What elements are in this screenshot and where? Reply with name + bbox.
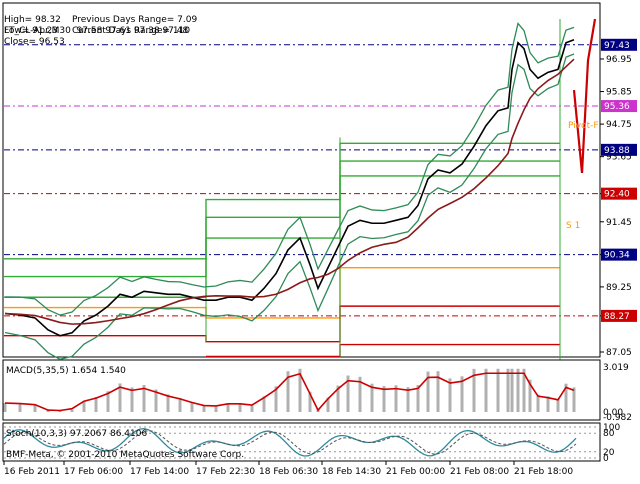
- pivot-label: Pivot-F: [568, 121, 599, 131]
- macd-title: MACD(5,35,5) 1.654 1.540: [6, 366, 126, 376]
- level-lines: [4, 19, 600, 360]
- time-tick-label: 21 Feb 08:00: [450, 467, 509, 477]
- time-tick-label: 21 Feb 18:00: [514, 467, 573, 477]
- curr-range-line: Current Days Range= 110: [72, 26, 191, 36]
- time-axis: 16 Feb 2011 17 Feb 06:00 17 Feb 14:00 17 Fe…: [3, 461, 573, 477]
- level-price-label: 88.27: [604, 312, 630, 322]
- resistance-step-line: [4, 175, 560, 298]
- resistance-step-line: [4, 160, 560, 278]
- macd-signal-line: [4, 372, 575, 412]
- stoch-k-line: [3, 427, 577, 457]
- prev-range-line: Previous Days Range= 7.09: [72, 15, 198, 25]
- price-tick-label: 95.85: [606, 88, 632, 98]
- price-tick-label: 89.25: [606, 283, 632, 293]
- support-step-line: [4, 305, 560, 343]
- level-price-label: 92.40: [604, 190, 630, 200]
- main-panel-frame: [2, 2, 601, 358]
- price-tick-label: 93.65: [606, 153, 632, 163]
- high-line: High= 98.32: [4, 15, 61, 25]
- time-tick-label: 21 Feb 00:00: [386, 467, 445, 477]
- price-tick-label: 96.95: [606, 55, 632, 65]
- price-tick-label: 87.05: [606, 348, 632, 358]
- price-series: [4, 18, 597, 360]
- level-price-label: 97.43: [604, 41, 630, 51]
- level-price-label: 90.34: [604, 251, 630, 261]
- low-line: Low= 91.23: [4, 26, 58, 36]
- resistance-step-line: [4, 142, 560, 260]
- price-tick-label: 91.45: [606, 218, 632, 228]
- level-price-box: [601, 143, 637, 156]
- macd-tick-label: 0.00: [603, 408, 623, 418]
- price-tick-label: 94.75: [606, 120, 632, 130]
- pivot-step-line: [4, 266, 560, 319]
- time-tick-label: 18 Feb 06:30: [259, 467, 318, 477]
- ohlc-header: FT_CL-Apr,M30 97.58 97.61 97.38 97.48: [4, 4, 188, 59]
- level-price-label: 95.36: [604, 102, 630, 112]
- stoch-tick-label: 20: [603, 448, 615, 458]
- s1-label: S 1: [566, 221, 580, 231]
- close-line: Close= 96.53: [4, 37, 65, 47]
- stoch-panel-frame: [2, 422, 601, 462]
- moving-average-line: [4, 58, 575, 325]
- macd-indicator: 3.019 0.00-0.982: [3, 363, 632, 423]
- symbol-line: FT_CL-Apr,M30 97.58 97.61 97.38 97.48: [4, 26, 189, 36]
- macd-tick-label: 3.019: [603, 363, 629, 373]
- watermark: BMF-Meta, © 2001-2010 MetaQuotes Softwar…: [6, 450, 244, 460]
- stoch-tick-label: 0: [603, 454, 609, 464]
- time-tick-label: 16 Feb 2011: [4, 467, 60, 477]
- price-axis: 96.95 95.85 94.75 93.65 92.40 91.45 90.34 89.25…: [600, 38, 637, 358]
- level-price-box: [601, 187, 637, 200]
- time-tick-label: 18 Feb 14:30: [322, 467, 381, 477]
- level-price-box: [601, 100, 637, 113]
- time-tick-label: 17 Feb 14:00: [130, 467, 189, 477]
- level-price-label: 93.88: [604, 146, 630, 156]
- stoch-tick-label: 80: [603, 429, 615, 439]
- stoch-d-line: [3, 430, 577, 455]
- price-line: [4, 39, 575, 337]
- time-tick-label: 17 Feb 06:00: [64, 467, 123, 477]
- lower-band-line: [4, 53, 575, 360]
- zigzag-line: [572, 18, 597, 174]
- stoch-tick-label: 100: [603, 423, 620, 433]
- stoch-title: Stoch(10,3,3) 97.2067 86.4106: [6, 429, 147, 439]
- macd-tick-label: -0.982: [603, 413, 632, 423]
- level-price-box: [601, 38, 637, 51]
- level-price-box: [601, 248, 637, 261]
- upper-band-line: [4, 22, 575, 316]
- level-price-box: [601, 309, 637, 322]
- time-tick-label: 17 Feb 22:30: [196, 467, 255, 477]
